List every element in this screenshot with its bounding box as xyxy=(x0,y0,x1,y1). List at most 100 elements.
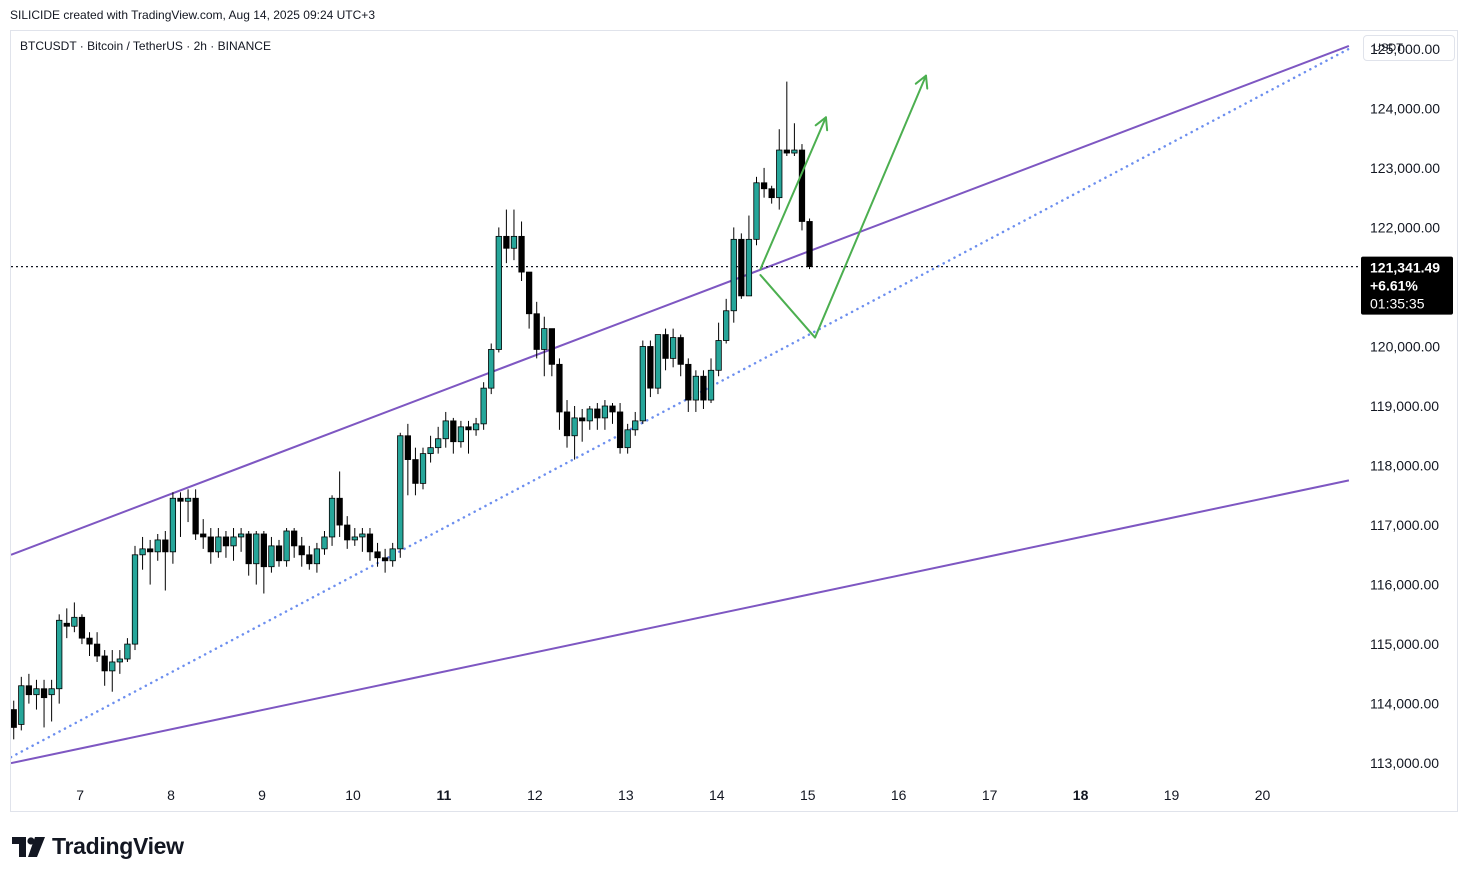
candle[interactable] xyxy=(321,531,328,555)
candle[interactable] xyxy=(700,370,707,409)
dotted-support-line[interactable] xyxy=(11,47,1351,759)
candle[interactable] xyxy=(306,545,313,570)
candle[interactable] xyxy=(632,411,639,436)
candle[interactable] xyxy=(260,531,267,594)
candle[interactable] xyxy=(579,408,586,442)
candle[interactable] xyxy=(397,432,404,558)
candle[interactable] xyxy=(798,144,806,231)
candle[interactable] xyxy=(184,489,192,523)
candle[interactable] xyxy=(412,447,419,496)
candle[interactable] xyxy=(275,539,283,567)
candle[interactable] xyxy=(435,426,442,454)
candle[interactable] xyxy=(571,406,578,460)
candle[interactable] xyxy=(495,227,502,353)
candle[interactable] xyxy=(162,531,169,591)
candle[interactable] xyxy=(670,328,677,368)
candle[interactable] xyxy=(283,528,290,567)
candle[interactable] xyxy=(268,536,275,573)
candle[interactable] xyxy=(472,417,480,436)
candle[interactable] xyxy=(776,129,783,210)
lower-channel-line[interactable] xyxy=(11,479,1350,765)
candle[interactable] xyxy=(389,542,396,567)
candle[interactable] xyxy=(200,519,207,549)
candle[interactable] xyxy=(215,528,222,558)
candle[interactable] xyxy=(48,679,55,722)
candle[interactable] xyxy=(40,679,48,728)
candle[interactable] xyxy=(18,676,25,731)
candle[interactable] xyxy=(245,531,252,576)
candle[interactable] xyxy=(359,528,366,552)
upper-channel-line[interactable] xyxy=(11,44,1350,556)
candle[interactable] xyxy=(723,298,730,344)
candle[interactable] xyxy=(450,417,457,454)
candle[interactable] xyxy=(609,403,616,424)
candle[interactable] xyxy=(177,492,184,537)
candle[interactable] xyxy=(78,614,86,645)
candle[interactable] xyxy=(336,471,343,537)
candle[interactable] xyxy=(662,328,669,371)
candle[interactable] xyxy=(313,542,321,573)
candle[interactable] xyxy=(791,123,798,156)
candle[interactable] xyxy=(533,301,540,359)
candle[interactable] xyxy=(131,545,139,651)
candle[interactable] xyxy=(154,533,161,561)
candle[interactable] xyxy=(548,328,555,377)
candle[interactable] xyxy=(253,531,260,585)
candle[interactable] xyxy=(116,650,123,674)
candle[interactable] xyxy=(760,167,768,198)
candle[interactable] xyxy=(594,403,601,430)
candle[interactable] xyxy=(745,215,753,297)
candle[interactable] xyxy=(768,185,775,204)
candle[interactable] xyxy=(510,209,518,261)
candle[interactable] xyxy=(525,271,533,329)
candle[interactable] xyxy=(616,403,624,454)
candle[interactable] xyxy=(624,423,631,454)
candle[interactable] xyxy=(351,528,358,546)
candle[interactable] xyxy=(25,673,33,704)
candle[interactable] xyxy=(480,382,487,430)
candle[interactable] xyxy=(139,536,146,570)
candle[interactable] xyxy=(639,340,646,424)
candle[interactable] xyxy=(366,528,374,561)
candle[interactable] xyxy=(33,679,40,710)
candle[interactable] xyxy=(237,528,245,552)
candle[interactable] xyxy=(738,233,745,299)
candle[interactable] xyxy=(457,420,465,448)
candle[interactable] xyxy=(677,334,684,377)
candle[interactable] xyxy=(328,495,336,546)
projection-long[interactable] xyxy=(759,74,927,339)
candle[interactable] xyxy=(169,492,177,564)
candle[interactable] xyxy=(586,406,593,430)
candle[interactable] xyxy=(730,227,737,323)
candle[interactable] xyxy=(647,340,654,398)
candle[interactable] xyxy=(93,632,101,662)
candle[interactable] xyxy=(685,358,692,412)
candle[interactable] xyxy=(556,358,563,430)
candle[interactable] xyxy=(207,528,214,564)
candle[interactable] xyxy=(654,334,662,395)
candle[interactable] xyxy=(291,528,298,558)
candle[interactable] xyxy=(753,176,760,246)
candle[interactable] xyxy=(71,602,78,633)
candle[interactable] xyxy=(11,700,17,740)
candle[interactable] xyxy=(222,531,230,558)
candle[interactable] xyxy=(374,542,381,567)
candle[interactable] xyxy=(442,411,449,448)
symbol-title[interactable]: BTCUSDT · Bitcoin / TetherUS · 2h · BINA… xyxy=(20,39,271,53)
candle[interactable] xyxy=(518,221,525,281)
candle[interactable] xyxy=(63,608,70,639)
candle[interactable] xyxy=(806,218,813,270)
candle[interactable] xyxy=(692,370,699,412)
tradingview-logo[interactable]: TradingView xyxy=(12,833,184,860)
candle[interactable] xyxy=(601,400,609,430)
candle[interactable] xyxy=(503,209,510,264)
projection-short[interactable] xyxy=(759,116,827,271)
candle[interactable] xyxy=(109,650,116,692)
candle[interactable] xyxy=(230,528,237,561)
candle[interactable] xyxy=(465,420,472,454)
candle[interactable] xyxy=(124,638,131,662)
candle[interactable] xyxy=(541,316,548,377)
candle[interactable] xyxy=(344,516,351,549)
candle[interactable] xyxy=(488,343,495,395)
